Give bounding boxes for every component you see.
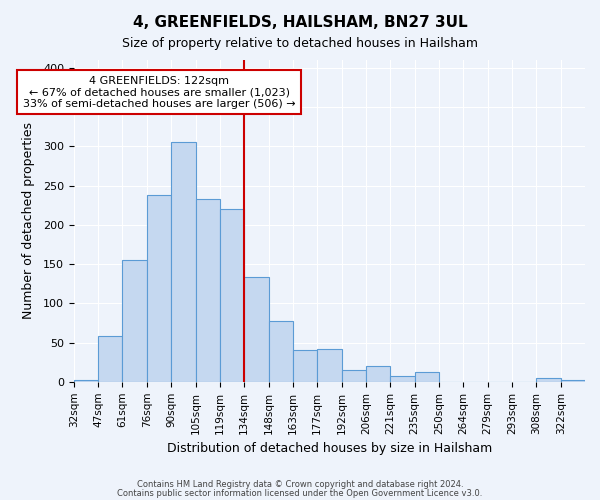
Text: Contains HM Land Registry data © Crown copyright and database right 2024.: Contains HM Land Registry data © Crown c… — [137, 480, 463, 489]
Bar — [269, 320, 293, 382]
Bar — [366, 366, 390, 382]
Bar — [317, 349, 341, 382]
Bar — [293, 350, 317, 382]
Bar — [341, 370, 366, 382]
Bar — [147, 195, 171, 382]
Bar — [74, 380, 98, 382]
Bar — [244, 278, 269, 382]
Text: Contains public sector information licensed under the Open Government Licence v3: Contains public sector information licen… — [118, 488, 482, 498]
Bar — [536, 378, 560, 382]
Bar — [220, 209, 244, 382]
Bar — [390, 376, 415, 382]
Bar — [122, 260, 147, 382]
Bar — [560, 380, 585, 382]
X-axis label: Distribution of detached houses by size in Hailsham: Distribution of detached houses by size … — [167, 442, 492, 455]
Y-axis label: Number of detached properties: Number of detached properties — [22, 122, 35, 320]
Bar — [196, 199, 220, 382]
Text: 4, GREENFIELDS, HAILSHAM, BN27 3UL: 4, GREENFIELDS, HAILSHAM, BN27 3UL — [133, 15, 467, 30]
Text: 4 GREENFIELDS: 122sqm
← 67% of detached houses are smaller (1,023)
33% of semi-d: 4 GREENFIELDS: 122sqm ← 67% of detached … — [23, 76, 295, 109]
Bar — [98, 336, 122, 382]
Bar — [415, 372, 439, 382]
Text: Size of property relative to detached houses in Hailsham: Size of property relative to detached ho… — [122, 38, 478, 51]
Bar — [171, 142, 196, 382]
